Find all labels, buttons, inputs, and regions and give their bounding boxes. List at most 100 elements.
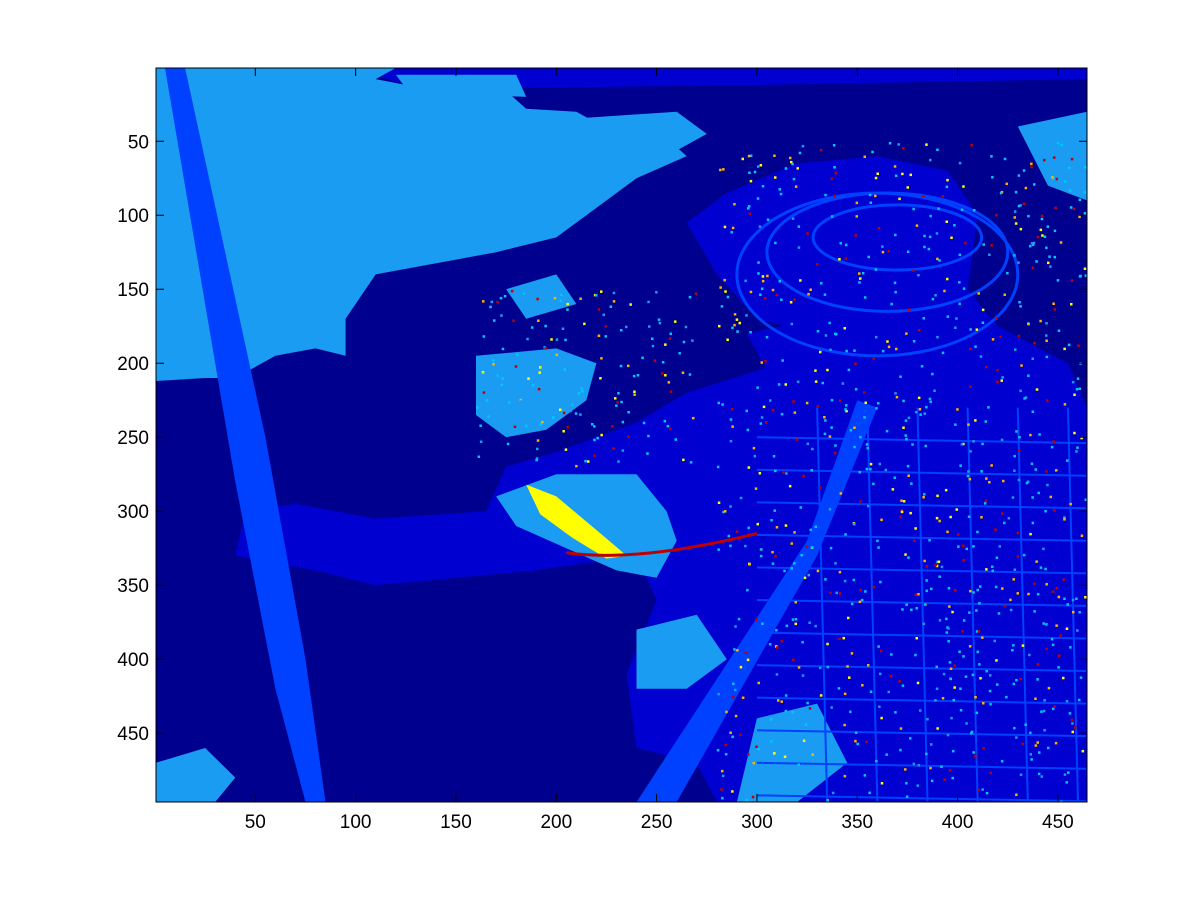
speckle (724, 510, 727, 513)
speckle (834, 171, 838, 175)
speckle (792, 400, 795, 403)
speckle (989, 674, 992, 677)
speckle (1080, 436, 1083, 440)
speckle (1054, 206, 1057, 210)
speckle (899, 375, 902, 378)
speckle (1063, 347, 1066, 351)
speckle (899, 515, 902, 519)
speckle (739, 496, 743, 500)
speckle (1043, 158, 1046, 162)
speckle (535, 457, 539, 460)
speckle (749, 331, 752, 334)
speckle (781, 359, 784, 362)
speckle (754, 487, 758, 490)
speckle (537, 387, 541, 391)
speckle (947, 587, 951, 590)
speckle (973, 209, 976, 212)
speckle (579, 297, 582, 300)
speckle (600, 290, 603, 293)
speckle (954, 326, 957, 329)
y-tick-label: 150 (117, 280, 149, 301)
speckle (759, 422, 762, 425)
speckle (563, 368, 567, 371)
speckle (1073, 393, 1076, 396)
speckle (752, 446, 756, 450)
speckle (922, 622, 926, 626)
speckle (544, 347, 548, 350)
speckle (1022, 553, 1026, 557)
speckle (765, 335, 769, 339)
speckle (744, 651, 748, 654)
speckle (627, 364, 630, 368)
speckle (977, 292, 980, 295)
speckle (1031, 410, 1035, 413)
speckle (925, 579, 928, 582)
speckle (985, 791, 989, 795)
speckle (941, 195, 945, 198)
speckle (587, 460, 590, 463)
speckle (918, 408, 922, 411)
speckle (1019, 677, 1022, 681)
speckle (936, 335, 939, 339)
speckle (945, 631, 948, 634)
speckle (1065, 627, 1069, 630)
speckle (564, 338, 567, 342)
speckle (527, 377, 530, 380)
speckle (758, 225, 762, 228)
speckle (1051, 176, 1054, 179)
speckle (755, 745, 758, 748)
speckle (900, 499, 903, 502)
speckle (826, 665, 830, 669)
speckle (612, 300, 616, 303)
speckle (830, 426, 833, 429)
speckle (923, 493, 926, 496)
speckle (1030, 165, 1033, 169)
speckle (864, 401, 867, 404)
speckle (747, 526, 750, 530)
speckle (682, 458, 685, 462)
speckle (838, 637, 841, 641)
speckle (559, 408, 562, 411)
speckle (773, 752, 776, 755)
speckle (761, 185, 765, 188)
speckle (1014, 190, 1018, 194)
speckle (1053, 308, 1057, 311)
speckle (661, 361, 665, 364)
speckle (933, 389, 936, 392)
speckle (1050, 637, 1054, 641)
speckle (794, 622, 797, 626)
speckle (719, 286, 722, 289)
speckle (982, 747, 985, 750)
speckle (909, 737, 912, 740)
speckle (801, 144, 805, 148)
speckle (731, 695, 735, 699)
speckle (493, 319, 496, 322)
speckle (958, 253, 962, 257)
speckle (1063, 403, 1067, 406)
speckle (904, 553, 907, 556)
speckle (496, 374, 500, 377)
speckle (574, 412, 578, 415)
speckle (716, 749, 720, 752)
speckle (1063, 518, 1066, 521)
speckle (749, 154, 753, 157)
speckle (653, 359, 657, 362)
speckle (593, 454, 596, 457)
speckle (917, 764, 921, 767)
speckle (982, 243, 985, 246)
speckle (884, 468, 887, 472)
speckle (974, 696, 977, 699)
speckle (972, 545, 975, 548)
speckle (1031, 521, 1035, 525)
speckle (1015, 736, 1018, 739)
y-tick-label: 400 (117, 650, 149, 671)
speckle (854, 362, 857, 366)
speckle (811, 546, 814, 549)
speckle (877, 546, 880, 549)
speckle (1016, 555, 1020, 558)
speckle (1055, 177, 1058, 181)
speckle (536, 297, 539, 301)
speckle (930, 743, 933, 746)
speckle (1041, 234, 1044, 237)
speckle (928, 539, 931, 542)
